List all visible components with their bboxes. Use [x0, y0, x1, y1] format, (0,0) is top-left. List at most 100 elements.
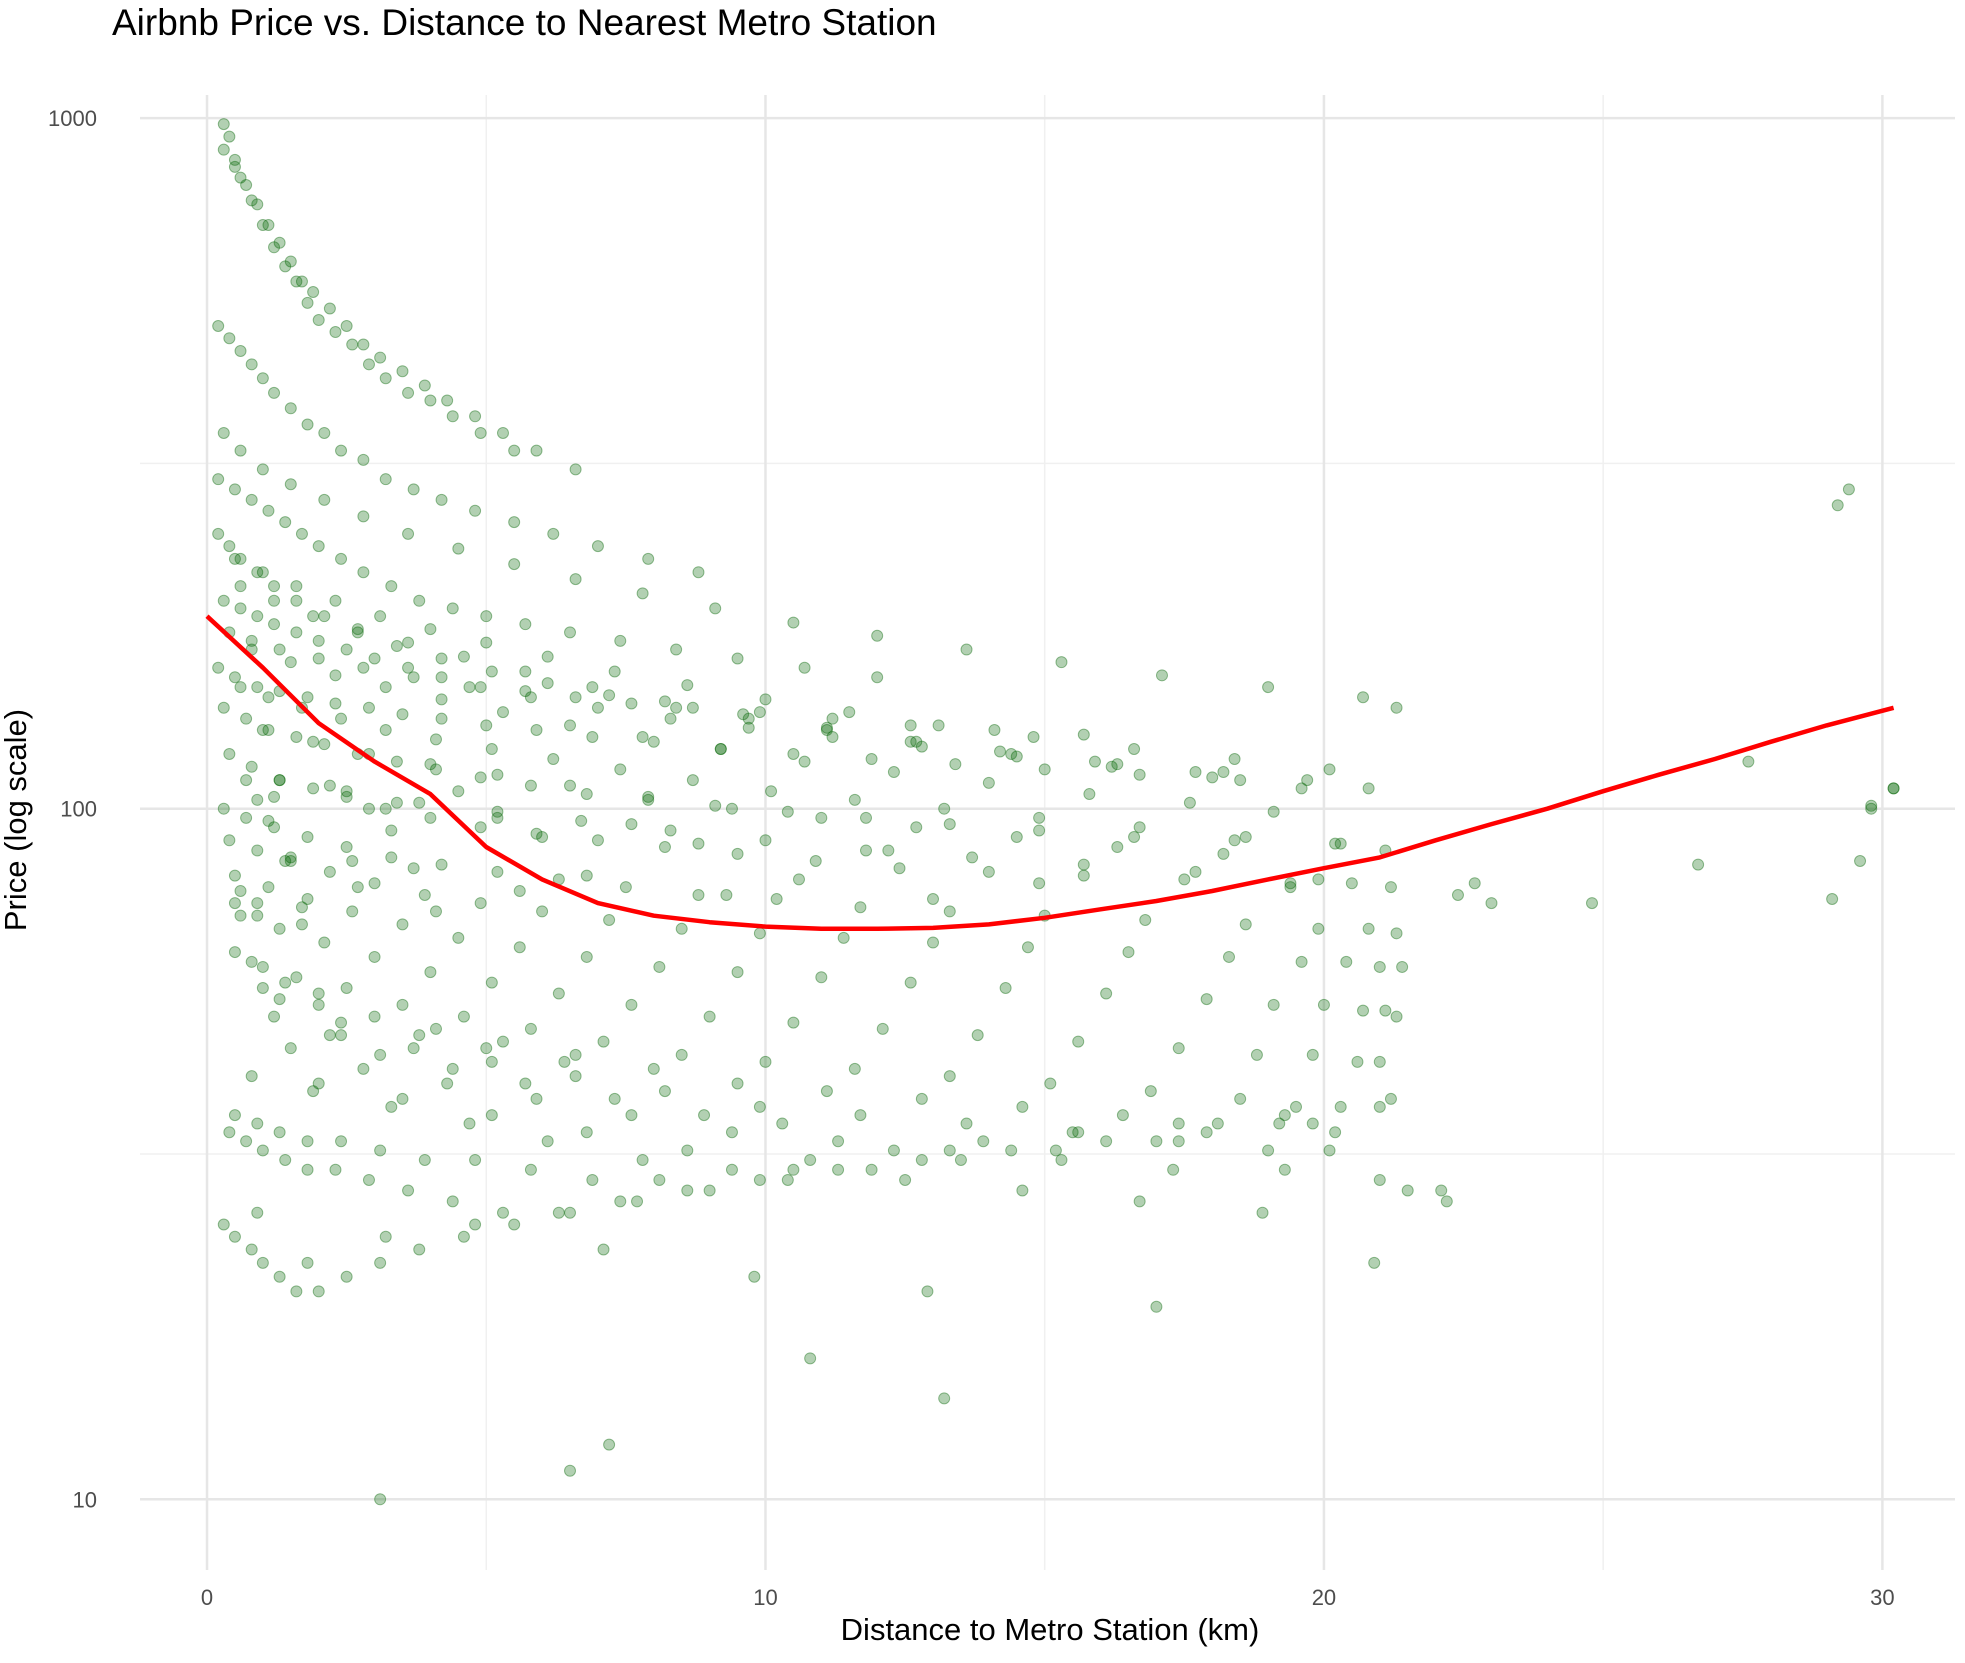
data-point	[860, 811, 872, 824]
data-point	[731, 1077, 744, 1090]
data-point	[977, 1135, 990, 1148]
data-point	[268, 241, 281, 254]
data-point	[279, 516, 292, 529]
data-point	[530, 827, 543, 840]
data-point	[413, 594, 426, 607]
data-point	[435, 712, 448, 725]
data-point	[536, 905, 549, 918]
data-point	[848, 1062, 861, 1075]
data-point	[312, 987, 325, 1000]
data-point	[1262, 1144, 1275, 1157]
data-point	[234, 171, 247, 184]
data-point	[396, 708, 409, 721]
data-point	[212, 527, 225, 540]
data-point	[234, 602, 247, 615]
data-point	[295, 527, 308, 540]
data-point	[837, 931, 850, 944]
data-point	[418, 1153, 431, 1166]
data-point	[402, 661, 415, 674]
data-point	[670, 643, 683, 656]
data-point	[379, 802, 392, 815]
data-point	[312, 540, 325, 553]
data-point	[357, 566, 370, 579]
data-point	[1267, 805, 1280, 818]
data-point	[569, 573, 582, 586]
data-point	[452, 542, 465, 555]
data-point	[245, 493, 258, 506]
data-point	[1228, 834, 1241, 847]
data-point	[586, 731, 599, 744]
data-point	[1172, 1135, 1185, 1148]
data-point	[279, 1153, 292, 1166]
data-point	[217, 594, 230, 607]
data-point	[921, 1285, 934, 1298]
data-point	[1401, 1184, 1414, 1197]
data-point	[346, 338, 359, 351]
data-point	[1351, 1055, 1364, 1068]
data-point	[234, 552, 247, 565]
data-point	[279, 976, 292, 989]
data-point	[781, 1173, 794, 1186]
data-point	[351, 623, 364, 636]
data-point	[228, 160, 241, 173]
data-point	[284, 255, 297, 268]
data-point	[787, 1163, 800, 1176]
data-point	[714, 743, 727, 756]
data-point	[240, 179, 253, 192]
data-point	[552, 1206, 565, 1219]
data-point	[1200, 993, 1213, 1006]
data-point	[245, 1070, 258, 1083]
data-point	[1234, 1092, 1247, 1105]
data-point	[580, 1126, 593, 1139]
data-point	[580, 950, 593, 963]
data-point	[519, 665, 532, 678]
data-point	[256, 566, 269, 579]
data-point	[943, 818, 956, 831]
data-point	[1055, 656, 1068, 669]
data-point	[547, 527, 560, 540]
data-point	[1111, 841, 1124, 854]
data-point	[1865, 799, 1878, 812]
data-point	[318, 426, 331, 439]
data-point	[340, 785, 353, 798]
data-point	[508, 444, 521, 457]
data-point	[681, 679, 694, 692]
data-point	[513, 885, 526, 898]
data-point	[301, 1135, 314, 1148]
data-point	[569, 463, 582, 476]
data-point	[485, 1055, 498, 1068]
data-point	[491, 805, 504, 818]
data-point	[335, 1029, 348, 1042]
data-point	[1334, 837, 1347, 850]
x-axis-label: Distance to Metro Station (km)	[840, 1612, 1260, 1647]
data-point	[770, 893, 783, 906]
data-point	[1340, 955, 1353, 968]
data-point	[753, 1100, 766, 1113]
data-point	[268, 790, 281, 803]
data-point	[753, 927, 766, 940]
data-point	[362, 358, 375, 371]
data-point	[1357, 1004, 1370, 1017]
data-point	[614, 1195, 627, 1208]
data-point	[335, 552, 348, 565]
data-point	[1368, 1256, 1381, 1269]
data-point	[240, 774, 253, 787]
data-point	[234, 681, 247, 694]
data-point	[664, 712, 677, 725]
axis-tick-labels: 0 10 20 30 10 100 1000	[48, 106, 1895, 1610]
data-point	[312, 314, 325, 327]
data-point	[357, 661, 370, 674]
data-point	[469, 504, 482, 517]
data-point	[614, 634, 627, 647]
data-point	[329, 1163, 342, 1176]
data-point	[642, 793, 655, 806]
data-point	[832, 1135, 845, 1148]
data-point	[915, 1153, 928, 1166]
data-point	[1284, 877, 1297, 890]
data-point	[658, 695, 671, 708]
data-point	[513, 941, 526, 954]
data-point	[720, 888, 733, 901]
x-tick-label: 0	[201, 1585, 213, 1610]
data-point	[368, 1010, 381, 1023]
data-point	[1234, 774, 1247, 787]
